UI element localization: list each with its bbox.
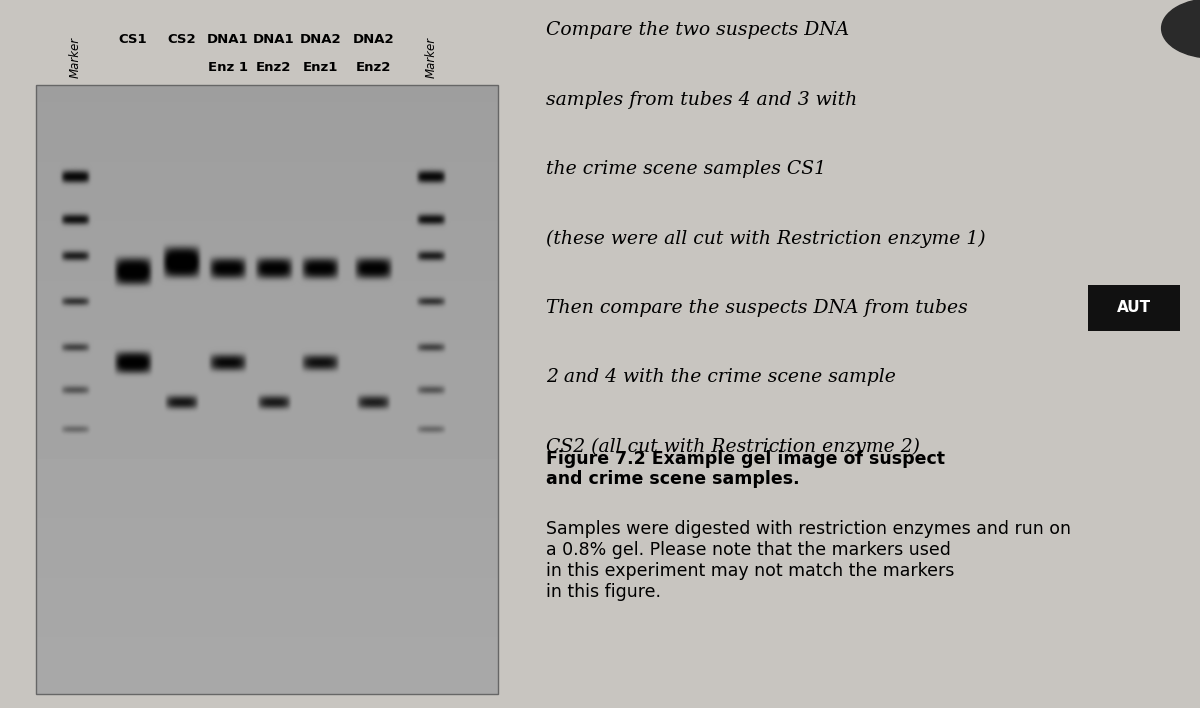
- Text: Marker: Marker: [68, 37, 82, 78]
- Text: DNA2: DNA2: [299, 33, 341, 46]
- Text: CS2: CS2: [167, 33, 196, 46]
- Text: Enz 1: Enz 1: [208, 62, 247, 74]
- Text: DNA1: DNA1: [206, 33, 248, 46]
- Text: samples from tubes 4 and 3 with: samples from tubes 4 and 3 with: [546, 91, 857, 108]
- Text: 2 and 4 with the crime scene sample: 2 and 4 with the crime scene sample: [546, 368, 896, 386]
- FancyBboxPatch shape: [1088, 285, 1180, 331]
- Text: AUT: AUT: [1117, 300, 1151, 316]
- Text: Enz2: Enz2: [355, 62, 391, 74]
- Text: Figure 7.2 Example gel image of suspect
and crime scene samples.: Figure 7.2 Example gel image of suspect …: [546, 450, 946, 489]
- Text: Compare the two suspects DNA: Compare the two suspects DNA: [546, 21, 850, 39]
- Text: CS1: CS1: [119, 33, 148, 46]
- Text: CS2 (all cut with Restriction enzyme 2): CS2 (all cut with Restriction enzyme 2): [546, 438, 920, 456]
- Text: Marker: Marker: [425, 37, 438, 78]
- Text: the crime scene samples CS1: the crime scene samples CS1: [546, 160, 826, 178]
- Text: Enz2: Enz2: [257, 62, 292, 74]
- Text: Then compare the suspects DNA from tubes: Then compare the suspects DNA from tubes: [546, 299, 967, 316]
- Text: Enz1: Enz1: [302, 62, 338, 74]
- Circle shape: [1162, 0, 1200, 58]
- Bar: [36, 85, 498, 694]
- Text: DNA2: DNA2: [353, 33, 394, 46]
- Text: Samples were digested with restriction enzymes and run on
a 0.8% gel. Please not: Samples were digested with restriction e…: [546, 520, 1072, 601]
- Text: DNA1: DNA1: [253, 33, 295, 46]
- Text: (these were all cut with Restriction enzyme 1): (these were all cut with Restriction enz…: [546, 229, 985, 248]
